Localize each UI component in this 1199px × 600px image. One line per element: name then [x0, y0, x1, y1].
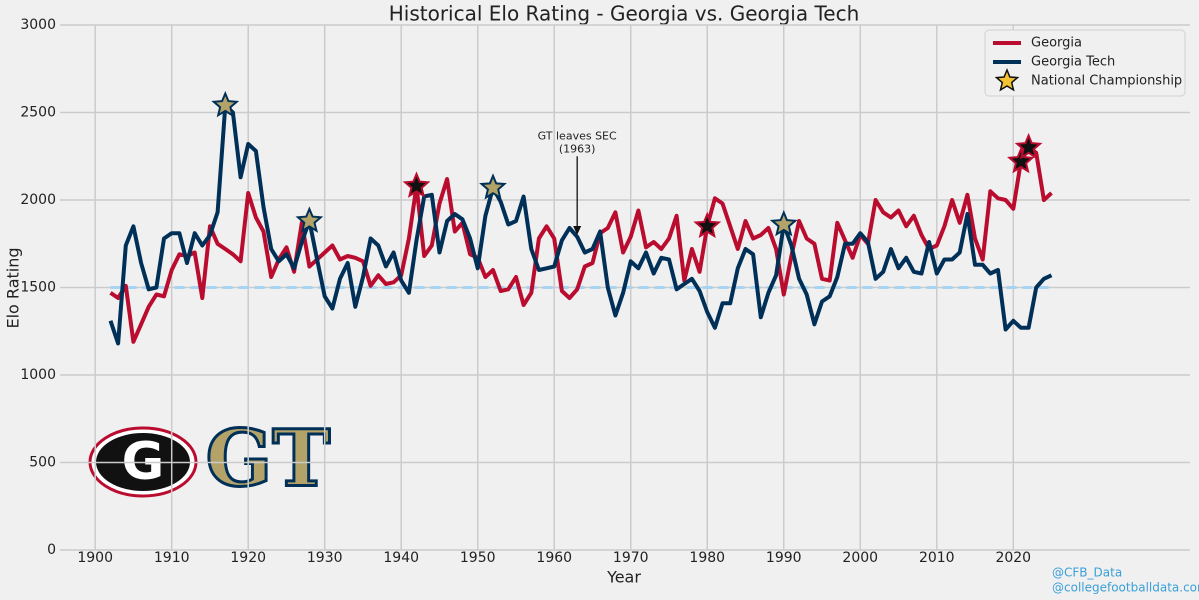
championship-star — [1007, 146, 1035, 174]
legend-label: National Championship — [1031, 74, 1182, 89]
x-tick-label: 2020 — [995, 550, 1031, 566]
y-tick-label: 2500 — [20, 105, 56, 121]
x-tick-label: 2000 — [842, 550, 878, 566]
legend-star — [994, 68, 1020, 92]
x-tick-label: 1930 — [307, 550, 343, 566]
y-axis-label: Elo Rating — [4, 247, 23, 328]
annotation-text: (1963) — [559, 142, 596, 155]
x-tick-label: 1960 — [536, 550, 572, 566]
y-tick-label: 1000 — [20, 367, 56, 383]
chart-title: Historical Elo Rating - Georgia vs. Geor… — [389, 2, 860, 26]
championship-star — [295, 206, 324, 233]
x-tick-label: 1990 — [766, 550, 802, 566]
y-tick-label: 0 — [47, 542, 56, 558]
series-line — [109, 145, 1053, 344]
championship-star — [693, 211, 722, 239]
y-tick-label: 1500 — [20, 280, 56, 296]
championship-star — [1014, 132, 1043, 160]
annotation-text: GT leaves SEC — [538, 129, 617, 142]
x-tick-label: 1980 — [689, 550, 725, 566]
y-tick-label: 2000 — [20, 192, 56, 208]
x-tick-label: 1920 — [230, 550, 266, 566]
x-tick-label: 1950 — [460, 550, 496, 566]
legend-label: Georgia Tech — [1031, 55, 1115, 70]
championship-star — [402, 171, 431, 198]
y-tick-label: 500 — [29, 455, 56, 471]
annotation-arrowhead — [573, 226, 582, 235]
x-tick-label: 1900 — [77, 550, 113, 566]
x-tick-label: 2010 — [919, 550, 955, 566]
x-tick-label: 1910 — [154, 550, 190, 566]
x-tick-label: 1970 — [613, 550, 649, 566]
credit: @collegefootballdata.com — [1052, 581, 1199, 595]
gt-logo: GT — [206, 414, 331, 505]
x-axis-label: Year — [606, 568, 641, 587]
legend-label: Georgia — [1031, 36, 1082, 51]
credit: @CFB_Data — [1052, 566, 1122, 580]
y-tick-label: 3000 — [20, 17, 56, 33]
x-tick-label: 1940 — [383, 550, 419, 566]
championship-star — [211, 90, 240, 118]
championship-star — [479, 173, 507, 200]
series-line — [108, 103, 1053, 346]
championship-star — [769, 209, 798, 237]
legend-box — [984, 29, 1186, 97]
